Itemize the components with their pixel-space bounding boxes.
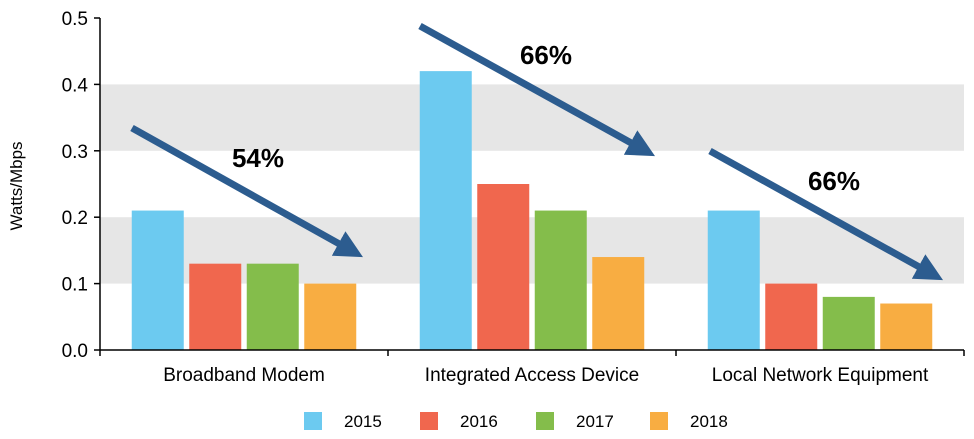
y-tick-label: 0.4 xyxy=(62,75,89,96)
annotation-percent-label: 54% xyxy=(232,143,284,173)
y-tick-label: 0.1 xyxy=(62,275,88,296)
legend-swatch-2015 xyxy=(304,412,322,430)
bar-2015-local-network-equipment xyxy=(707,210,760,350)
bar-2018-broadband-modem xyxy=(304,283,357,350)
annotation-percent-label: 66% xyxy=(520,40,572,70)
x-category-label: Local Network Equipment xyxy=(712,365,929,386)
annotation-arrow xyxy=(130,124,363,258)
legend: 2015 2016 2017 2018 xyxy=(304,412,728,431)
legend-label-2017: 2017 xyxy=(576,412,614,431)
legend-label-2015: 2015 xyxy=(344,412,382,431)
x-category-label: Broadband Modem xyxy=(163,365,325,386)
grid-bands xyxy=(100,84,964,284)
annotation-arrows: 54% 66% 66% xyxy=(130,22,944,281)
bar-2017-local-network-equipment xyxy=(822,296,875,350)
bar-2015-broadband-modem xyxy=(131,210,184,350)
bar-2015-integrated-access-device xyxy=(419,71,472,351)
y-tick-label: 0.5 xyxy=(62,9,88,30)
y-axis-title: Watts/Mbps xyxy=(7,141,26,230)
grid-band xyxy=(100,84,964,151)
axes: 0.0 0.1 0.2 0.3 0.4 0.5 Broadband Modem Integra… xyxy=(62,9,965,386)
legend-swatch-2017 xyxy=(536,412,554,430)
annotation-arrow xyxy=(708,147,944,281)
annotation-percent-label: 66% xyxy=(808,166,860,196)
bar-2018-local-network-equipment xyxy=(880,303,933,350)
bar-2016-broadband-modem xyxy=(189,263,242,350)
bars xyxy=(131,71,933,351)
grid-band xyxy=(100,217,964,284)
legend-label-2016: 2016 xyxy=(460,412,498,431)
bar-2017-broadband-modem xyxy=(246,263,299,350)
bar-2017-integrated-access-device xyxy=(534,210,587,350)
annotation-arrow xyxy=(418,22,656,157)
legend-swatch-2016 xyxy=(420,412,438,430)
y-tick-label: 0.2 xyxy=(62,208,88,229)
bar-2018-integrated-access-device xyxy=(592,257,645,350)
y-tick-label: 0.3 xyxy=(62,142,88,163)
x-category-label: Integrated Access Device xyxy=(425,365,639,386)
legend-label-2018: 2018 xyxy=(690,412,728,431)
bar-2016-local-network-equipment xyxy=(765,283,818,350)
y-tick-label: 0.0 xyxy=(62,341,88,362)
legend-swatch-2018 xyxy=(650,412,668,430)
bar-2016-integrated-access-device xyxy=(477,184,530,350)
